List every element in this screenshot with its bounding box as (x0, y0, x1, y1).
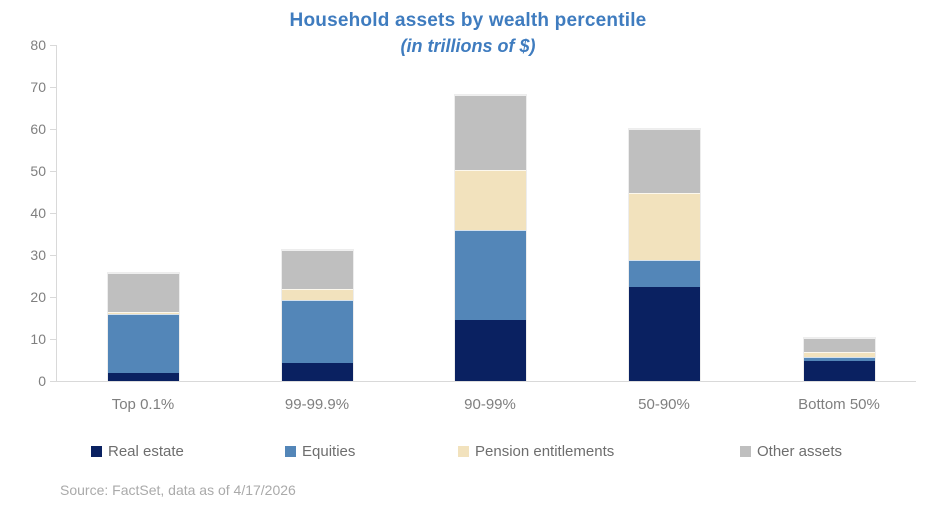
bar-segment-other-assets (454, 95, 526, 170)
bar-90-99- (453, 94, 527, 382)
y-tick-mark (50, 129, 56, 130)
y-tick-mark (50, 255, 56, 256)
bar-segment-real-estate (281, 362, 353, 381)
y-axis-line (56, 45, 57, 381)
y-tick-label: 30 (30, 247, 46, 263)
bar-segment-other-assets (281, 249, 353, 290)
bar-segment-real-estate (628, 287, 700, 381)
y-tick-label: 0 (38, 373, 46, 389)
legend-swatch-icon (91, 445, 102, 457)
y-tick-label: 60 (30, 121, 46, 137)
y-tick-label: 10 (30, 331, 46, 347)
category-label-bottom-50-: Bottom 50% (798, 396, 880, 413)
category-label-90-99-: 90-99% (464, 396, 516, 413)
y-tick-mark (50, 213, 56, 214)
x-axis-line (56, 381, 916, 382)
y-tick-mark (50, 171, 56, 172)
bar-segment-pension-entitlements (281, 289, 353, 300)
legend-item-other-assets: Other assets (740, 442, 842, 460)
bar-top-0-1- (106, 271, 180, 383)
legend-item-real-estate: Real estate (91, 442, 184, 460)
bar-segment-pension-entitlements (107, 311, 179, 314)
bar-segment-equities (281, 299, 353, 363)
y-tick-label: 40 (30, 205, 46, 221)
category-label-99-99-9-: 99-99.9% (284, 396, 350, 413)
legend-label: Pension entitlements (475, 442, 615, 460)
bar-segment-real-estate (107, 372, 179, 381)
category-label-top-0-1-: Top 0.1% (111, 396, 175, 413)
bar-segment-equities (454, 229, 526, 321)
bar-segment-other-assets (107, 272, 179, 312)
bar-segment-other-assets (628, 128, 700, 194)
bar-segment-equities (628, 260, 700, 288)
category-label-50-90-: 50-90% (638, 396, 690, 413)
bar-50-90- (627, 127, 701, 383)
y-tick-label: 80 (30, 37, 46, 53)
bar-segment-pension-entitlements (628, 193, 700, 261)
bar-99-99-9- (280, 248, 354, 383)
bar-segment-real-estate (454, 320, 526, 381)
bar-bottom-50- (802, 336, 876, 383)
chart-title: Household assets by wealth percentile (289, 10, 647, 31)
y-tick-mark (50, 297, 56, 298)
legend-item-equities: Equities (285, 442, 355, 460)
bar-segment-equities (803, 356, 875, 361)
y-tick-label: 70 (30, 79, 46, 95)
bar-segment-other-assets (803, 337, 875, 353)
bar-segment-equities (107, 313, 179, 373)
legend-item-pension-entitlements: Pension entitlements (458, 442, 614, 460)
legend-label: Other assets (757, 442, 843, 460)
legend: Real estate Equities Pension entitlements O… (0, 442, 936, 464)
legend-swatch-icon (285, 445, 296, 457)
bar-segment-real-estate (803, 360, 875, 381)
chart-subtitle: (in trillions of $) (400, 36, 536, 56)
bar-segment-pension-entitlements (803, 352, 875, 357)
y-tick-label: 50 (30, 163, 46, 179)
source-note: Source: FactSet, data as of 4/17/2026 (60, 482, 296, 498)
legend-swatch-icon (740, 445, 751, 457)
legend-label: Equities (302, 442, 356, 460)
bar-segment-pension-entitlements (454, 169, 526, 230)
y-tick-mark (50, 45, 56, 46)
legend-swatch-icon (458, 445, 469, 457)
y-tick-mark (50, 339, 56, 340)
y-tick-mark (50, 381, 56, 382)
y-tick-mark (50, 87, 56, 88)
y-tick-label: 20 (30, 289, 46, 305)
legend-label: Real estate (108, 442, 184, 460)
